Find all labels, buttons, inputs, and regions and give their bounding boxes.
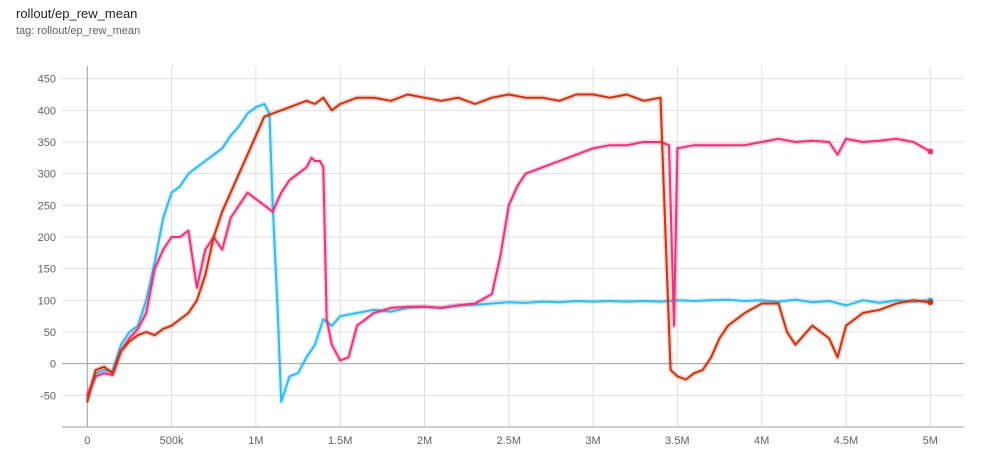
y-tick-label: 350	[38, 137, 56, 149]
y-tick-label: 0	[50, 359, 56, 371]
y-tick-label: 100	[38, 295, 56, 307]
y-tick-label: -50	[40, 390, 56, 402]
series-2-line	[86, 93, 932, 403]
x-tick-label: 1.5M	[328, 435, 352, 447]
y-tick-label: 50	[44, 327, 56, 339]
tick-label-layer: -50 0 50 100 150 200 250 300 350 400 450 0 500k 1M 1.5…	[38, 74, 938, 447]
x-tick-label: 3M	[585, 435, 600, 447]
x-tick-label: 2M	[417, 435, 432, 447]
y-tick-label: 200	[38, 232, 56, 244]
grid-layer	[62, 66, 964, 427]
x-tick-label: 5M	[923, 435, 938, 447]
series-2-end-marker	[927, 299, 934, 306]
x-tick-label: 500k	[160, 435, 184, 447]
x-tick-label: 0	[84, 435, 90, 447]
chart-title: rollout/ep_rew_mean	[16, 6, 138, 21]
series-1-line	[86, 137, 932, 397]
series-0-line	[86, 103, 932, 403]
chart-header: rollout/ep_rew_mean tag: rollout/ep_rew_…	[16, 6, 140, 38]
chart-tag: tag: rollout/ep_rew_mean	[16, 25, 141, 37]
x-tick-label: 1M	[248, 435, 263, 447]
x-tick-label: 4.5M	[834, 435, 858, 447]
x-tick-label: 4M	[754, 435, 769, 447]
x-tick-label: 2.5M	[497, 435, 521, 447]
y-tick-label: 300	[38, 169, 56, 181]
y-tick-label: 450	[38, 74, 56, 86]
x-tick-label: 3.5M	[665, 435, 689, 447]
y-tick-label: 150	[38, 264, 56, 276]
y-tick-label: 400	[38, 105, 56, 117]
series-layer	[84, 92, 934, 405]
y-tick-label: 250	[38, 200, 56, 212]
series-1-end-marker	[927, 148, 934, 155]
